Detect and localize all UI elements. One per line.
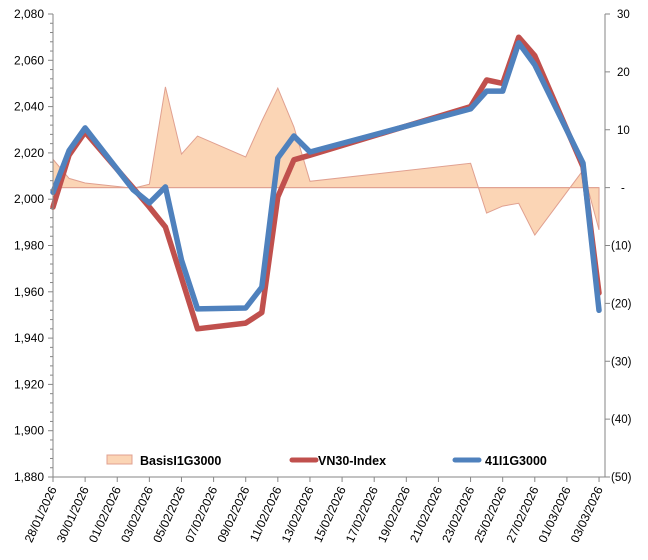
x-tick-label: 09/02/2026 [214, 484, 252, 545]
legend-label-basis: BasisI1G3000 [140, 454, 221, 468]
legend-swatch-basis [106, 454, 133, 465]
41i1g3000-line [50, 40, 602, 314]
left-tick-label: 1,940 [14, 331, 44, 345]
x-tick-label: 17/02/2026 [343, 484, 381, 545]
x-tick-label: 30/01/2026 [54, 484, 92, 545]
left-tick-label: 2,040 [14, 100, 44, 114]
left-tick-label: 1,880 [14, 470, 44, 484]
x-tick-label: 07/02/2026 [182, 484, 220, 545]
x-tick-label: 03/03/2026 [568, 484, 606, 545]
right-tick-label: - [621, 183, 625, 195]
legend-label-vn30: VN30-Index [318, 454, 386, 468]
x-tick-label: 01/03/2026 [536, 484, 574, 545]
x-tick-label: 05/02/2026 [150, 484, 188, 545]
left-tick-label: 1,960 [14, 285, 44, 299]
basis-area-layer [52, 86, 600, 237]
legend-label-41i1g3000: 41I1G3000 [485, 454, 547, 468]
x-tick-label: 25/02/2026 [471, 484, 509, 545]
right-tick-label: (10) [611, 241, 632, 253]
right-tick-label: (20) [611, 298, 632, 310]
x-tick-label: 15/02/2026 [311, 484, 349, 545]
line-layer [50, 34, 602, 332]
right-tick-label: 10 [617, 125, 630, 137]
right-tick-label: (40) [611, 414, 632, 426]
right-tick-label: 20 [617, 67, 630, 79]
left-tick-label: 1,920 [14, 377, 44, 391]
x-tick-label: 03/02/2026 [118, 484, 156, 545]
right-tick-label: (30) [611, 356, 632, 368]
x-tick-label: 19/02/2026 [375, 484, 413, 545]
x-tick-label: 11/02/2026 [247, 484, 285, 544]
x-tick-label: 21/02/2026 [407, 484, 445, 545]
x-tick-label: 23/02/2026 [439, 484, 477, 545]
left-tick-label: 2,080 [14, 7, 44, 21]
basis-area [52, 86, 600, 237]
right-tick-label: 30 [617, 9, 630, 21]
legend: BasisI1G3000 VN30-Index 41I1G3000 [106, 454, 547, 468]
left-tick-label: 1,900 [14, 424, 44, 438]
left-tick-label: 2,060 [14, 53, 44, 67]
left-tick-label: 2,000 [14, 192, 44, 206]
right-tick-label: (50) [611, 472, 632, 484]
left-tick-label: 1,980 [14, 239, 44, 253]
x-tick-label: 28/01/2026 [22, 484, 60, 545]
x-tick-label: 27/02/2026 [503, 484, 541, 545]
x-tick-label: 01/02/2026 [86, 484, 124, 545]
left-tick-label: 2,020 [14, 146, 44, 160]
x-tick-label: 13/02/2026 [279, 484, 317, 545]
